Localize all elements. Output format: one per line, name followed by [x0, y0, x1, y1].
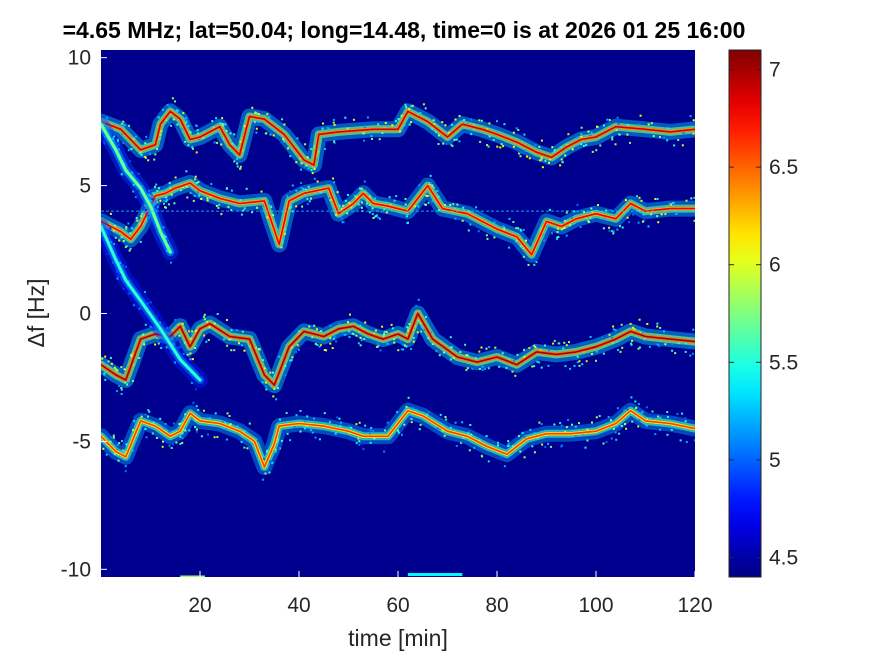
x-tick-label: 20	[188, 594, 211, 617]
y-tick-label: -5	[72, 430, 91, 453]
colorbar-gradient	[728, 49, 762, 578]
x-tick-label: 60	[386, 594, 409, 617]
colorbar-tick-label: 5.5	[769, 351, 798, 374]
colorbar-ticks: 7 6.5 6 5.5 5 4.5	[729, 59, 798, 569]
chart-title: =4.65 MHz; lat=50.04; long=14.48, time=0…	[63, 17, 746, 43]
y-tick-label: 5	[79, 175, 91, 198]
y-tick-label: 10	[68, 47, 91, 70]
y-axis-label: Δf [Hz]	[23, 278, 49, 347]
trace-peak-6	[101, 225, 201, 381]
y-tick-label: 0	[79, 303, 91, 326]
colorbar-tick-label: 6.5	[769, 156, 798, 179]
x-axis-label: time [min]	[348, 625, 448, 651]
x-tick-label: 40	[287, 594, 310, 617]
x-tick-label: 120	[677, 594, 712, 617]
trace-peak-5	[101, 123, 172, 253]
heatmap-traces	[101, 97, 695, 577]
y-tick-label: -10	[61, 558, 91, 581]
trace-peak-3	[101, 312, 695, 386]
plot-area: 20 40 60 80 100 120 10 5 0 -5 -10	[61, 47, 713, 617]
colorbar-tick-label: 5	[769, 449, 781, 472]
colorbar: 7 6.5 6 5.5 5 4.5	[728, 49, 798, 578]
trace-peak-1	[101, 110, 695, 166]
axis-ticks: 20 40 60 80 100 120 10 5 0 -5 -10	[61, 47, 713, 617]
colorbar-tick-label: 4.5	[769, 546, 798, 569]
x-tick-label: 100	[578, 594, 613, 617]
colorbar-tick-label: 6	[769, 254, 781, 277]
x-tick-label: 80	[485, 594, 508, 617]
trace-peak-2	[101, 182, 695, 256]
colorbar-tick-label: 7	[769, 59, 781, 82]
trace-peak-4	[101, 409, 695, 468]
